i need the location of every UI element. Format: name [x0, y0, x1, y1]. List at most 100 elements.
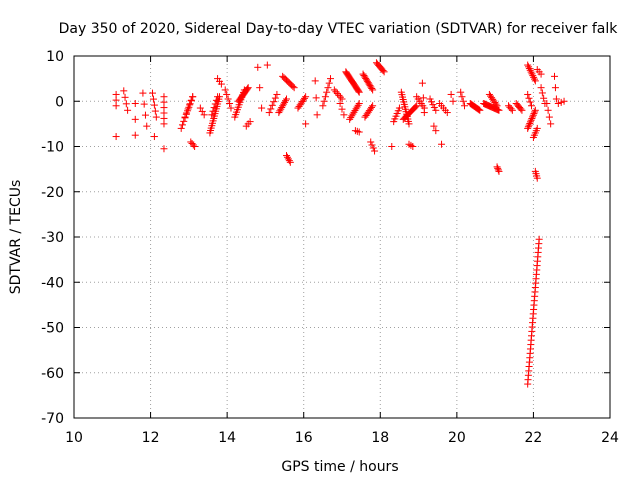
data-point	[270, 98, 278, 106]
data-point	[150, 133, 158, 141]
data-point	[131, 100, 139, 108]
data-point	[221, 86, 229, 94]
data-point	[369, 144, 377, 152]
data-point	[332, 88, 340, 96]
data-point	[349, 110, 357, 118]
data-point	[528, 70, 536, 78]
data-point	[507, 105, 515, 113]
data-point	[368, 84, 376, 92]
data-point	[348, 112, 356, 120]
data-point	[355, 87, 363, 95]
data-point	[355, 88, 363, 96]
data-point	[525, 94, 533, 102]
data-point	[412, 103, 420, 111]
data-point	[524, 90, 532, 98]
data-point	[340, 111, 348, 119]
data-point	[268, 101, 276, 109]
data-point	[131, 131, 139, 139]
data-point	[353, 103, 361, 111]
data-point	[379, 67, 387, 75]
data-point	[493, 102, 501, 110]
data-point	[380, 68, 388, 76]
data-point	[285, 157, 293, 165]
data-point	[366, 82, 374, 90]
data-point	[369, 102, 377, 110]
data-point	[211, 100, 219, 108]
y-tick-label: -60	[41, 366, 64, 382]
data-point	[141, 111, 149, 119]
data-point	[336, 93, 344, 101]
data-point	[151, 107, 159, 115]
data-point	[254, 63, 262, 71]
data-point	[244, 84, 252, 92]
data-point	[530, 110, 538, 118]
x-tick-label: 18	[371, 430, 389, 446]
y-tick-label: -30	[41, 230, 64, 246]
data-point	[324, 84, 332, 92]
data-point	[302, 120, 310, 128]
data-point	[524, 123, 532, 131]
data-point	[209, 107, 217, 115]
data-point	[160, 145, 168, 153]
data-point	[524, 124, 532, 132]
data-point	[359, 70, 367, 78]
data-point	[312, 94, 320, 102]
data-point	[112, 102, 120, 110]
data-point	[554, 100, 562, 108]
data-point	[120, 87, 128, 95]
data-point	[289, 82, 297, 90]
data-point	[447, 90, 455, 98]
x-tick-label: 22	[525, 430, 543, 446]
data-point	[286, 158, 294, 166]
data-point	[544, 106, 552, 114]
data-point	[140, 100, 148, 108]
data-point	[494, 166, 502, 174]
data-point	[530, 73, 538, 81]
data-point	[347, 114, 355, 122]
data-point	[405, 120, 413, 128]
data-point	[526, 119, 534, 127]
data-point	[177, 124, 185, 132]
data-point	[430, 122, 438, 130]
data-point	[365, 80, 373, 88]
data-point	[533, 124, 541, 132]
data-point	[551, 84, 559, 92]
data-point	[227, 104, 235, 112]
data-point	[271, 94, 279, 102]
data-point	[495, 167, 503, 175]
data-point	[443, 109, 451, 117]
x-tick-label: 10	[65, 430, 83, 446]
data-point	[212, 96, 220, 104]
data-point	[492, 100, 500, 108]
data-point	[552, 95, 560, 103]
data-point	[282, 95, 290, 103]
data-point	[369, 86, 377, 94]
data-point	[560, 97, 568, 105]
data-point	[537, 84, 545, 92]
data-point	[273, 90, 281, 98]
data-point	[363, 76, 371, 84]
data-point	[333, 90, 341, 98]
data-point	[474, 105, 482, 113]
data-point	[226, 100, 234, 108]
data-point	[352, 105, 360, 113]
data-point	[124, 106, 132, 114]
data-point	[330, 86, 338, 94]
data-point	[493, 163, 501, 171]
y-tick-label: 10	[46, 49, 64, 65]
data-point	[530, 75, 538, 83]
data-point	[461, 102, 469, 110]
data-point	[531, 77, 539, 85]
data-point	[508, 106, 516, 114]
data-point	[527, 68, 535, 76]
data-point	[538, 89, 546, 97]
data-point	[217, 80, 225, 88]
data-point	[351, 107, 359, 115]
data-point	[180, 117, 188, 125]
data-point	[361, 73, 369, 81]
data-point	[336, 100, 344, 108]
data-point	[535, 235, 543, 243]
data-point	[528, 102, 536, 110]
data-point	[420, 109, 428, 117]
